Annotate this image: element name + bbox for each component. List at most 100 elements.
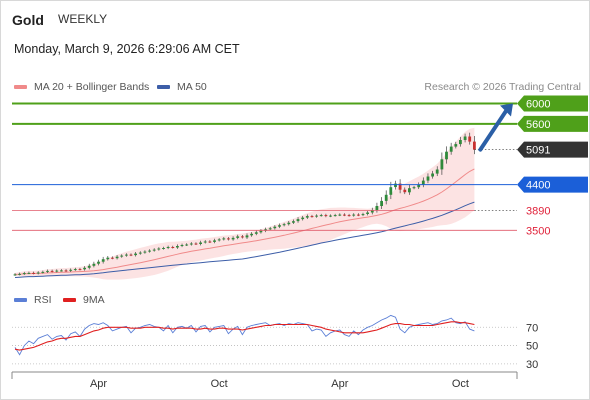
support-label-3500: 3500: [526, 225, 550, 237]
candle-body: [125, 254, 128, 256]
candle-body: [412, 187, 416, 189]
candle-body: [380, 200, 383, 206]
candle-body: [310, 216, 314, 218]
candle-body: [375, 206, 379, 211]
candle-body: [222, 238, 226, 240]
candles-group: [13, 132, 476, 276]
candle-body: [301, 217, 305, 220]
candle-body: [134, 253, 137, 256]
candle-body: [361, 214, 365, 216]
candle-body: [245, 235, 249, 238]
candle-body: [408, 188, 411, 193]
candle-body: [333, 215, 337, 217]
candle-body: [83, 267, 86, 270]
candle-body: [445, 151, 448, 160]
candle-body: [305, 216, 309, 218]
candle-body: [352, 214, 356, 216]
legend-label-ma50: MA 50: [177, 81, 207, 93]
candle-body: [459, 140, 462, 145]
candle-body: [36, 272, 40, 274]
candle-body: [32, 272, 35, 274]
candle-body: [357, 214, 360, 216]
legend-swatch-ma50: [157, 85, 170, 89]
legend-label-9ma: 9MA: [83, 294, 105, 306]
candle-body: [292, 221, 295, 223]
pivot-label-4400: 4400: [526, 180, 550, 192]
candle-body: [241, 236, 244, 238]
candle-body: [129, 254, 133, 256]
bollinger-band-area: [15, 127, 475, 280]
candle-body: [194, 243, 198, 245]
candle-body: [366, 212, 369, 214]
candle-body: [398, 183, 402, 190]
rsi-tick-label-70: 70: [526, 322, 538, 334]
candle-body: [55, 270, 59, 272]
candle-body: [138, 252, 142, 254]
projection-arrow-head: [500, 103, 513, 117]
ma50-line: [14, 201, 475, 278]
legend-item-9ma: 9MA: [63, 294, 105, 306]
candle-body: [46, 270, 49, 272]
projection-arrow-shaft: [478, 107, 509, 152]
x-tick-label-2: Apr: [331, 378, 348, 390]
candle-body: [41, 271, 45, 273]
candle-body: [324, 215, 328, 217]
candle-body: [254, 232, 258, 234]
candle-body: [389, 187, 393, 195]
candle-body: [185, 244, 189, 246]
candle-body: [449, 146, 453, 152]
candle-body: [208, 241, 212, 243]
candle-body: [273, 226, 277, 229]
candle-body: [236, 236, 240, 238]
candle-body: [394, 183, 397, 188]
resistance-tag-6000: [517, 95, 588, 112]
candle-body: [27, 272, 31, 274]
candle-body: [162, 248, 165, 249]
resistance-tag-5600: [517, 115, 588, 132]
candle-body: [152, 249, 156, 251]
candle-body: [278, 225, 281, 227]
x-tick-label-3: Oct: [452, 378, 469, 390]
candle-body: [199, 242, 202, 244]
candle-body: [115, 256, 119, 259]
candle-body: [282, 224, 286, 226]
instrument-title: Gold: [12, 12, 44, 28]
candle-body: [426, 176, 430, 181]
candle-body: [370, 210, 374, 213]
candle-body: [106, 257, 110, 260]
candle-body: [143, 251, 147, 253]
rsi-tick-label-50: 50: [526, 341, 538, 353]
candle-body: [18, 273, 21, 275]
candle-body: [157, 248, 161, 250]
candle-body: [259, 230, 263, 233]
candle-body: [180, 245, 184, 246]
report-datetime: Monday, March 9, 2026 6:29:06 AM CET: [14, 42, 240, 56]
candle-body: [384, 194, 388, 201]
candle-body: [73, 269, 77, 271]
candle-body: [92, 263, 96, 266]
legend-item-rsi: RSI: [14, 294, 52, 306]
timeframe-label: WEEKLY: [58, 12, 108, 26]
resistance-label-6000: 6000: [526, 99, 550, 111]
candle-body: [64, 270, 68, 272]
candle-body: [87, 265, 91, 268]
candle-body: [50, 270, 54, 272]
legend-swatch-9ma: [63, 298, 76, 302]
candle-body: [189, 243, 193, 245]
x-tick-label-0: Apr: [90, 378, 107, 390]
pivot-tag-4400: [517, 176, 588, 193]
candle-body: [421, 180, 425, 185]
legend-label-ma20: MA 20 + Bollinger Bands: [34, 81, 150, 93]
candle-body: [217, 239, 221, 241]
candle-body: [431, 173, 434, 177]
candle-body: [176, 246, 179, 248]
candle-body: [473, 141, 476, 150]
last-price-label: 5091: [526, 145, 550, 157]
candle-body: [231, 237, 235, 240]
candle-body: [403, 189, 407, 193]
candle-body: [148, 250, 151, 252]
candle-body: [468, 136, 472, 142]
candle-body: [78, 269, 82, 271]
candle-body: [319, 215, 323, 217]
